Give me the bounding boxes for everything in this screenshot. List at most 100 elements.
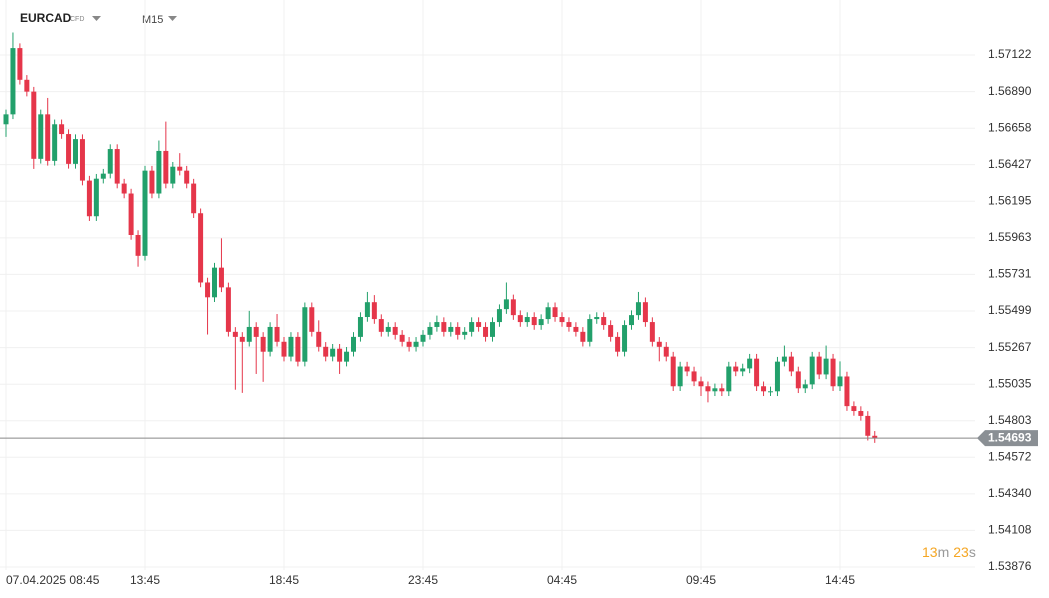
candle-body	[510, 299, 516, 316]
candle-body	[59, 124, 65, 135]
candle-body	[420, 334, 426, 342]
candle-body	[872, 435, 878, 439]
candle-body	[622, 325, 628, 352]
candle-body	[114, 149, 120, 184]
symbol-dropdown[interactable]	[92, 16, 101, 21]
candle-body	[573, 326, 579, 332]
y-tick-label: 1.54803	[988, 413, 1032, 427]
candle-body	[10, 48, 16, 115]
timeframe-dropdown[interactable]	[168, 16, 177, 21]
candle-body	[406, 341, 412, 347]
candle-body	[156, 150, 162, 194]
candle-body	[79, 139, 85, 181]
candle-body	[218, 267, 224, 288]
candle-body	[330, 348, 336, 357]
x-tick-label: 04:45	[547, 573, 577, 587]
y-tick-label: 1.55499	[988, 303, 1032, 317]
candle-body	[559, 317, 565, 323]
candle-body	[545, 307, 551, 320]
candle-body	[844, 376, 850, 407]
candle-body	[712, 388, 718, 392]
x-tick-label: 14:45	[825, 573, 855, 587]
candle-body	[816, 356, 822, 375]
y-tick-label: 1.54572	[988, 449, 1032, 463]
y-tick-label: 1.56890	[988, 84, 1032, 98]
candle-body	[100, 173, 106, 179]
candle-body	[490, 322, 495, 337]
candle-body	[232, 331, 238, 337]
y-tick-label: 1.54108	[988, 523, 1032, 537]
candle-body	[302, 307, 308, 362]
candle-body	[281, 341, 287, 357]
candle-body	[837, 376, 843, 387]
candle-body	[274, 326, 280, 342]
candle-body	[86, 180, 92, 217]
candle-body	[385, 326, 391, 332]
candle-body	[364, 302, 370, 318]
candle-body	[323, 346, 329, 357]
candle-body	[858, 411, 864, 416]
candle-body	[552, 307, 558, 318]
candle-body	[455, 326, 461, 335]
candle-body	[135, 235, 141, 256]
candle-body	[566, 322, 572, 327]
candle-body	[517, 315, 523, 323]
candle-body	[246, 326, 252, 342]
candle-body	[649, 322, 655, 342]
candle-body	[608, 325, 614, 337]
candle-body	[378, 319, 384, 332]
candle-body	[392, 326, 398, 335]
candle-body	[830, 358, 836, 387]
y-tick-label: 1.56195	[988, 193, 1032, 207]
candle-body	[295, 336, 301, 362]
candle-body	[260, 336, 266, 352]
candle-body	[538, 319, 544, 326]
candle-body	[496, 309, 502, 323]
candle-body	[524, 317, 530, 323]
candle-body	[371, 302, 377, 320]
x-tick-label: 09:45	[686, 573, 716, 587]
countdown-seconds-unit: s	[969, 544, 976, 560]
candle-body	[802, 384, 808, 389]
candle-body	[17, 48, 23, 80]
candle-body	[357, 317, 363, 337]
candle-body	[795, 371, 801, 389]
candle-body	[191, 183, 197, 214]
candle-body	[128, 193, 134, 236]
countdown: 13m 23s	[922, 544, 976, 560]
candle-body	[788, 356, 794, 372]
candle-body	[93, 178, 99, 217]
candle-body	[288, 336, 294, 357]
y-tick-label: 1.55035	[988, 376, 1032, 390]
candle-body	[212, 267, 217, 298]
candle-body	[448, 326, 454, 332]
candle-body	[170, 166, 176, 184]
candle-body	[31, 91, 37, 159]
y-tick-label: 1.56427	[988, 157, 1032, 171]
candle-body	[754, 358, 760, 387]
x-tick-label: 13:45	[130, 573, 160, 587]
candle-body	[851, 406, 857, 412]
candle-body	[142, 170, 148, 256]
candle-body	[73, 139, 78, 164]
candle-body	[684, 366, 690, 372]
candle-body	[865, 415, 871, 436]
candle-body	[642, 302, 648, 323]
y-tick-label: 1.55963	[988, 230, 1032, 244]
candle-body	[670, 356, 676, 387]
candle-body	[629, 315, 634, 326]
candle-body	[503, 299, 509, 310]
x-tick-label: 07.04.2025 08:45	[6, 573, 100, 587]
candle-body	[726, 366, 732, 392]
symbol[interactable]: EURCAD	[20, 11, 72, 25]
candle-body	[719, 388, 725, 392]
candle-body	[476, 322, 482, 327]
candle-body	[601, 317, 607, 326]
candle-body	[698, 381, 704, 387]
candle-body	[531, 317, 537, 326]
timeframe[interactable]: M15	[142, 14, 163, 26]
candle-body	[441, 322, 447, 332]
candle-body	[768, 391, 773, 393]
candle-body	[740, 368, 746, 372]
